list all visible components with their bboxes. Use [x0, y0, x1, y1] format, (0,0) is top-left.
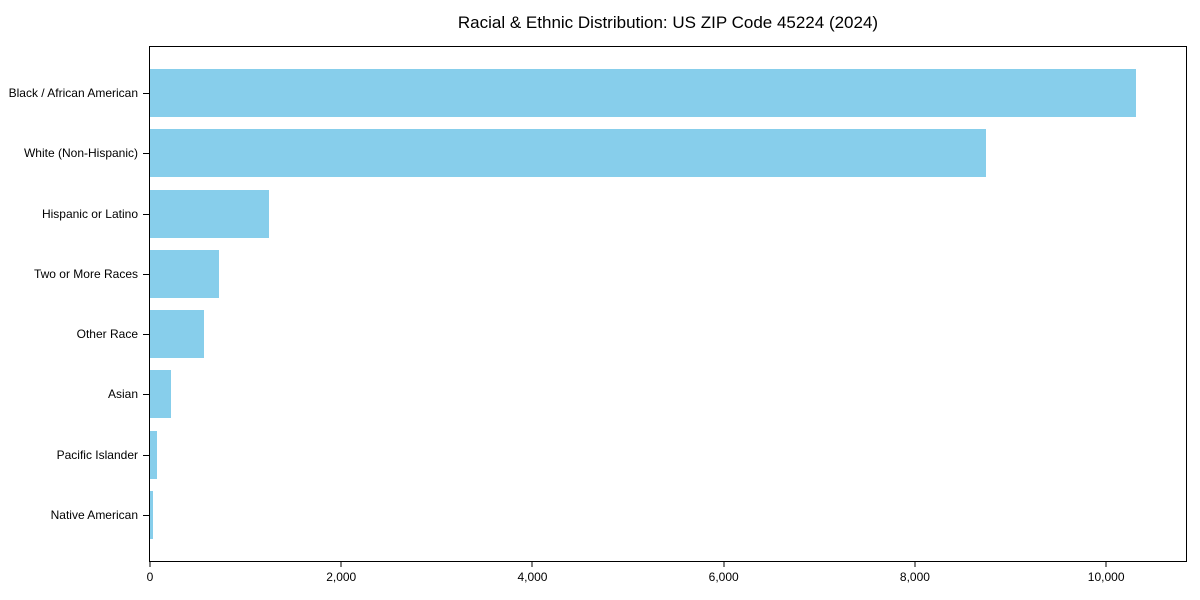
bar-row: Black / African American — [9, 63, 1186, 123]
bar-row: Other Race — [77, 304, 1186, 364]
category-label: Pacific Islander — [56, 447, 138, 462]
bar-row: Two or More Races — [34, 244, 1186, 304]
bar-row: Hispanic or Latino — [42, 184, 1186, 244]
x-tick-mark — [723, 561, 725, 567]
category-bar — [150, 370, 172, 419]
bar-row: Pacific Islander — [57, 425, 1186, 485]
x-tick-label: 0 — [146, 570, 154, 584]
x-axis: 0 2,000 4,000 6,000 8,000 10,000 — [146, 561, 1186, 591]
chart-title: Racial & Ethnic Distribution: US ZIP Cod… — [457, 13, 879, 32]
x-tick-mark — [340, 561, 342, 567]
category-label: Other Race — [76, 327, 138, 342]
x-tick-mark — [531, 561, 533, 567]
y-tick-mark — [143, 273, 149, 275]
category-bar — [150, 310, 204, 359]
category-label: Native American — [50, 507, 138, 522]
y-tick-mark — [143, 394, 149, 396]
y-tick-mark — [143, 334, 149, 336]
category-bar — [150, 189, 269, 238]
category-bar — [150, 69, 1136, 118]
bar-row: Asian — [108, 364, 1186, 424]
x-tick-label: 6,000 — [708, 570, 739, 584]
category-bar — [150, 129, 986, 178]
y-tick-mark — [143, 93, 149, 95]
category-label: Asian — [107, 387, 138, 402]
y-tick-mark — [143, 454, 149, 456]
category-bar — [150, 490, 153, 539]
x-tick-mark — [149, 561, 151, 567]
bar-row: Native American — [51, 485, 1186, 545]
y-tick-mark — [143, 213, 149, 215]
plot-area: Black / African American White (Non-Hispa… — [9, 46, 1187, 584]
x-tick-label: 2,000 — [326, 570, 357, 584]
category-bar — [150, 249, 219, 298]
x-tick-label: 4,000 — [517, 570, 548, 584]
category-label: Two or More Races — [33, 266, 138, 281]
x-tick-mark — [1105, 561, 1107, 567]
category-bar — [150, 430, 157, 479]
bar-row: White (Non-Hispanic) — [24, 123, 1186, 183]
category-label: Black / African American — [8, 86, 138, 101]
bars-container: Black / African American White (Non-Hispa… — [9, 47, 1186, 561]
x-tick-mark — [914, 561, 916, 567]
category-label: Hispanic or Latino — [41, 206, 138, 221]
x-tick-label: 8,000 — [899, 570, 930, 584]
y-tick-mark — [143, 153, 149, 155]
category-label: White (Non-Hispanic) — [23, 146, 138, 161]
x-tick-label: 10,000 — [1087, 570, 1125, 584]
y-tick-mark — [143, 514, 149, 516]
